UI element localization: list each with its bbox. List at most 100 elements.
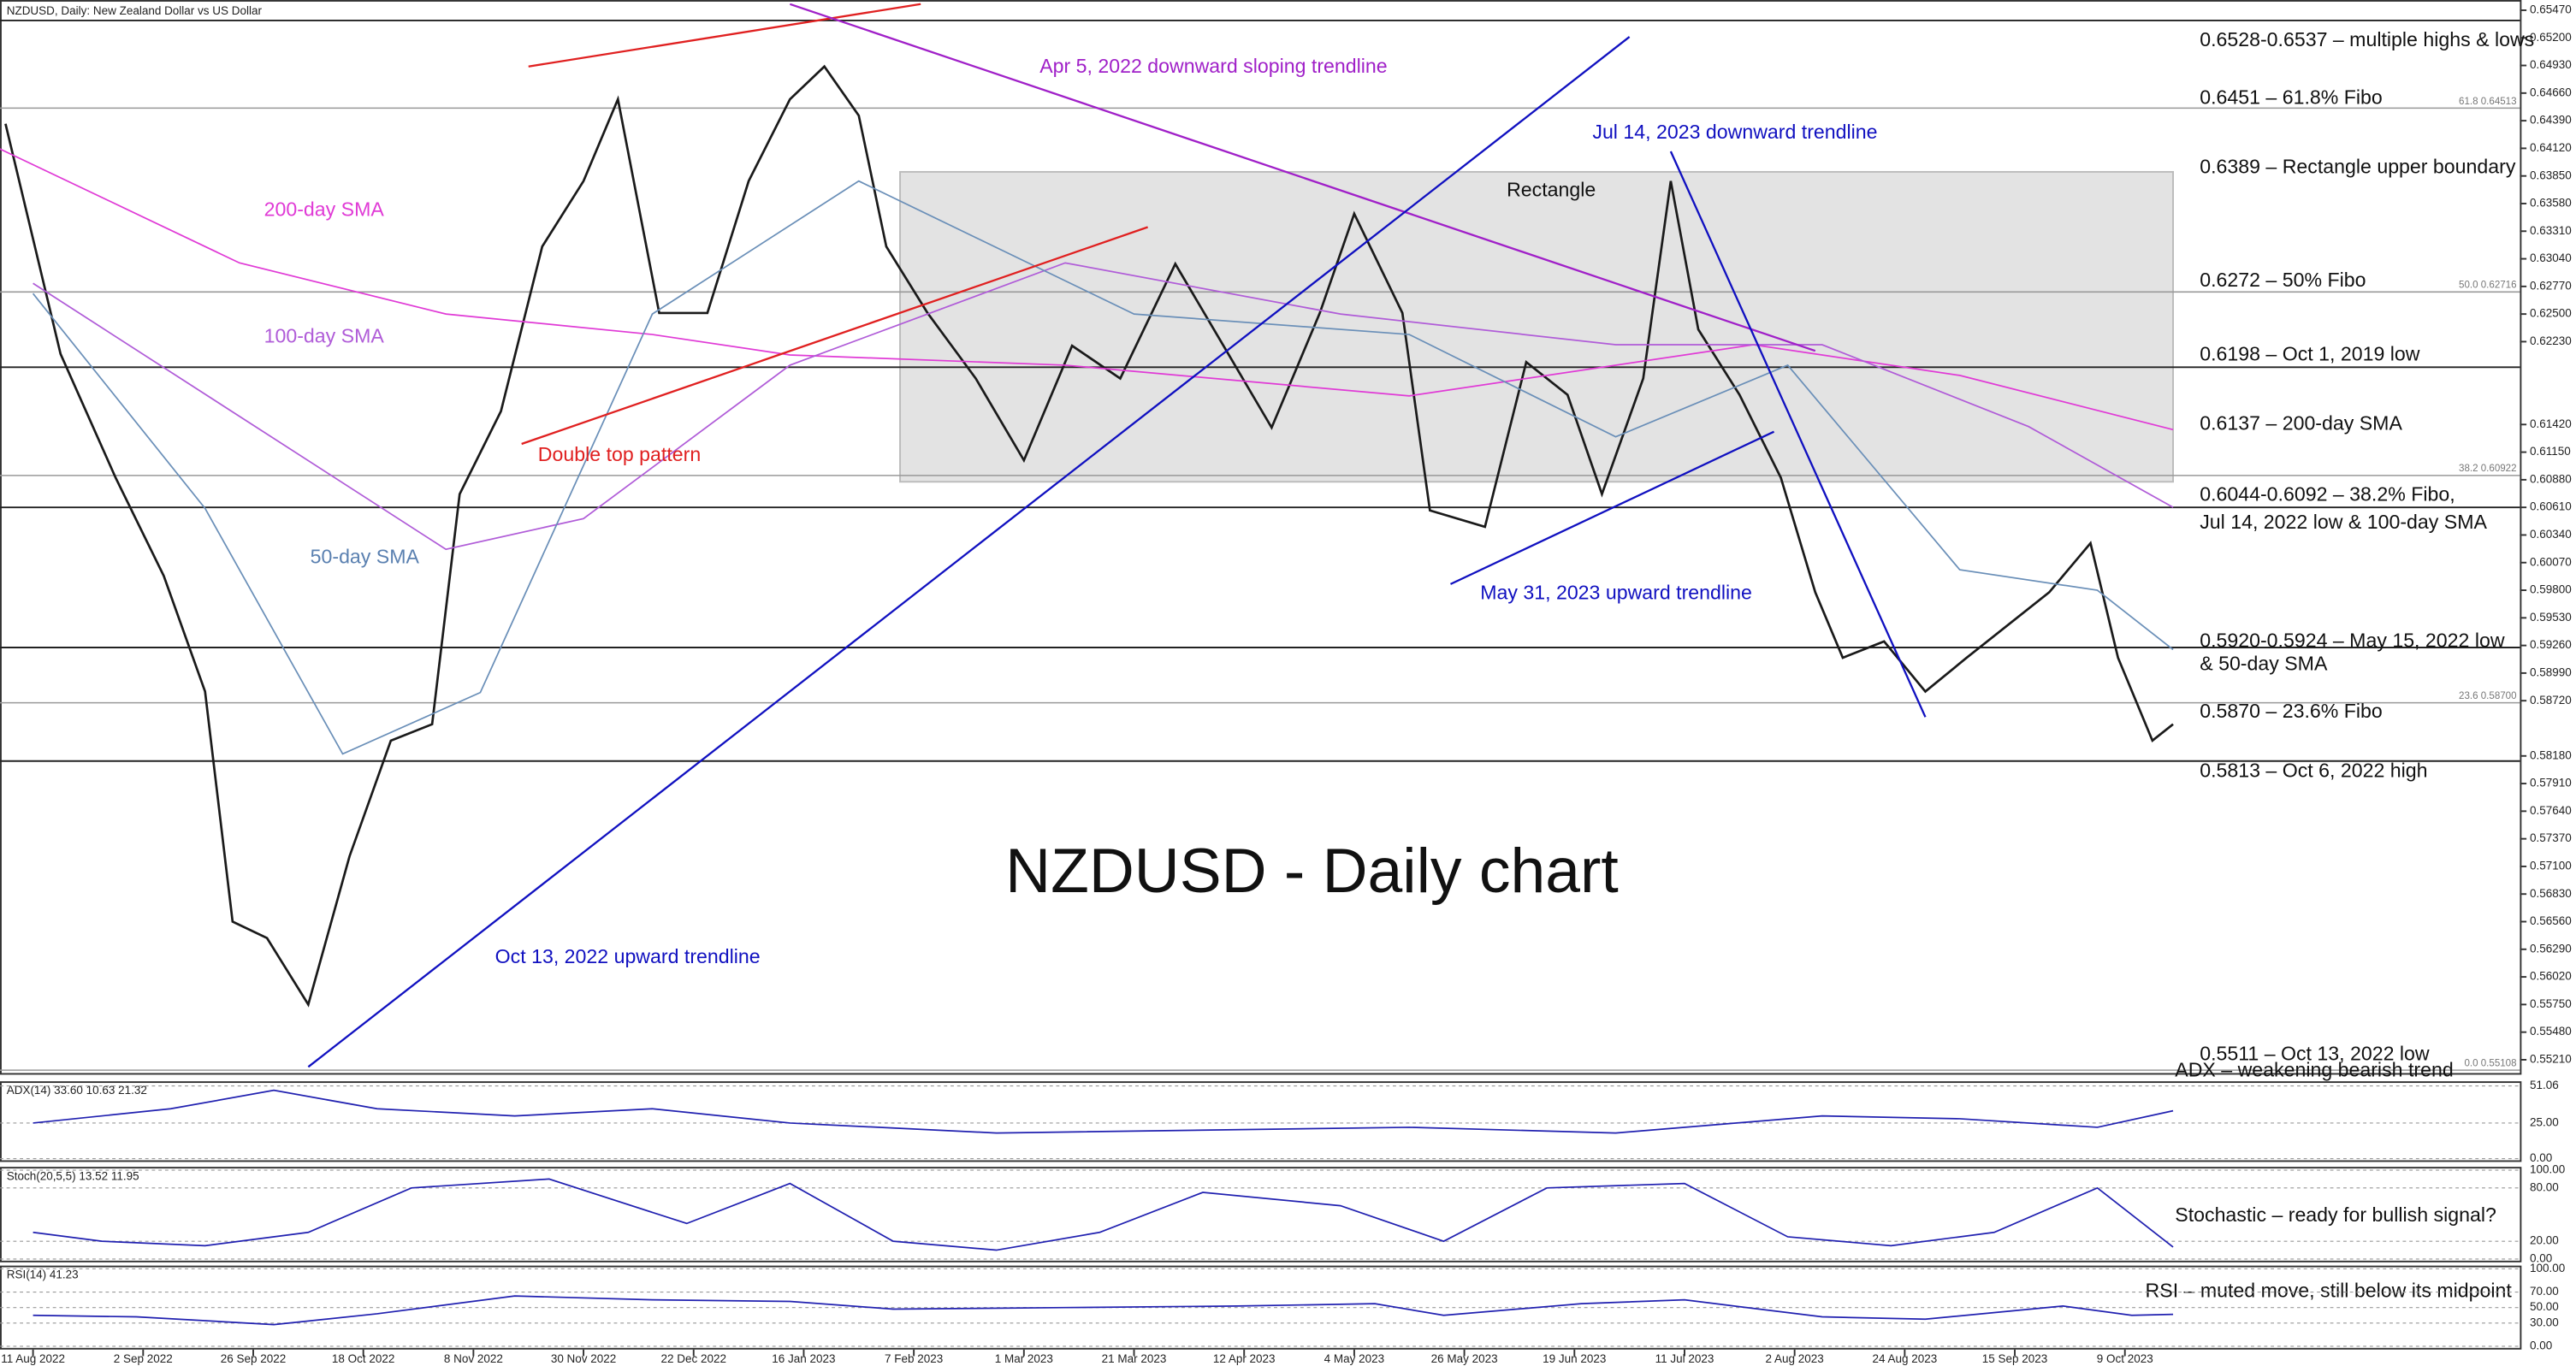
y-tick-label: 0.62770: [2530, 279, 2572, 292]
trendline: [1450, 430, 1775, 585]
level-note: 0.6389 – Rectangle upper boundary: [2200, 155, 2516, 177]
y-tick-label: 0.60610: [2530, 500, 2572, 513]
indicator-tick-label: 0.00: [2530, 1339, 2552, 1351]
annotation: 100-day SMA: [264, 325, 385, 347]
indicator-line: [33, 1089, 2174, 1134]
y-tick-label: 0.57910: [2530, 777, 2572, 789]
sma-line: [0, 148, 2174, 431]
stoch-frame: [0, 1167, 2522, 1263]
level-note: 0.6451 – 61.8% Fibo: [2200, 86, 2383, 109]
trendline: [307, 36, 1631, 1068]
y-tick-label: 0.62500: [2530, 307, 2572, 320]
y-tick-label: 0.56290: [2530, 942, 2572, 955]
level-note: 0.6137 – 200-day SMA: [2200, 412, 2402, 435]
annotation: Jul 14, 2023 downward trendline: [1592, 121, 1877, 143]
y-tick-label: 0.55750: [2530, 997, 2572, 1010]
x-tick-label: 2 Aug 2023: [1766, 1352, 1824, 1365]
indicator-tick-label: 0.00: [2530, 1252, 2552, 1265]
y-tick-label: 0.63040: [2530, 251, 2572, 264]
y-tick-label: 0.64390: [2530, 114, 2572, 127]
y-tick-label: 0.64120: [2530, 141, 2572, 154]
fib-label: 50.0 0.62716: [2459, 281, 2517, 291]
indicator-line: [33, 1178, 2174, 1251]
sma-line: [33, 262, 2174, 551]
y-tick-label: 0.58180: [2530, 748, 2572, 761]
fib-label: 61.8 0.64513: [2459, 97, 2517, 107]
x-tick-label: 9 Oct 2023: [2097, 1352, 2153, 1365]
indicator-tick-label: 0.00: [2530, 1151, 2552, 1164]
indicator-title: Stoch(20,5,5) 13.52 11.95: [7, 1169, 139, 1182]
rectangle-label: Rectangle: [1507, 178, 1596, 200]
chart-title: NZDUSD - Daily chart: [1005, 836, 1619, 906]
fib-label: 23.6 0.58700: [2459, 691, 2517, 701]
x-tick-label: 8 Nov 2022: [444, 1352, 503, 1365]
y-tick-label: 0.59800: [2530, 583, 2572, 596]
price-frame: [0, 0, 2522, 1075]
y-tick-label: 0.64930: [2530, 58, 2572, 71]
y-tick-label: 0.63310: [2530, 224, 2572, 237]
y-tick-label: 0.57370: [2530, 831, 2572, 844]
y-tick-label: 0.61150: [2530, 445, 2571, 458]
level-note: 0.5813 – Oct 6, 2022 high: [2200, 760, 2427, 782]
x-tick-label: 21 Mar 2023: [1102, 1352, 1167, 1365]
y-tick-label: 0.63580: [2530, 197, 2572, 210]
annotation: Oct 13, 2022 upward trendline: [495, 945, 761, 967]
fib-label: 38.2 0.60922: [2459, 464, 2517, 474]
indicator-tick-label: 20.00: [2530, 1234, 2559, 1247]
x-tick-label: 4 May 2023: [1324, 1352, 1384, 1365]
level-note: 0.5920-0.5924 – May 15, 2022 low: [2200, 630, 2505, 652]
rectangle-zone: [899, 170, 2175, 483]
y-tick-label: 0.65470: [2530, 3, 2572, 16]
x-tick-label: 7 Feb 2023: [885, 1352, 943, 1365]
y-tick-label: 0.58720: [2530, 694, 2572, 707]
x-tick-label: 11 Aug 2022: [1, 1352, 65, 1365]
level-note: 0.5870 – 23.6% Fibo: [2200, 700, 2383, 722]
y-tick-label: 0.60340: [2530, 528, 2572, 541]
x-tick-label: 19 Jun 2023: [1543, 1352, 1606, 1365]
x-tick-label: 26 May 2023: [1431, 1352, 1498, 1365]
x-tick-label: 2 Sep 2022: [114, 1352, 173, 1365]
y-tick-label: 0.55480: [2530, 1025, 2572, 1038]
y-tick-label: 0.57100: [2530, 860, 2572, 872]
chart-subtitle: NZDUSD, Daily: New Zealand Dollar vs US …: [7, 4, 263, 17]
trendline: [521, 226, 1148, 446]
level-note: 0.5511 – Oct 13, 2022 low: [2200, 1042, 2430, 1064]
price-line: [4, 64, 2174, 1008]
x-tick-label: 30 Nov 2022: [551, 1352, 616, 1365]
y-tick-label: 0.59530: [2530, 611, 2572, 624]
y-tick-label: 0.55210: [2530, 1053, 2572, 1066]
annotation: Apr 5, 2022 downward sloping trendline: [1039, 55, 1387, 77]
x-tick-label: 11 Jul 2023: [1655, 1352, 1714, 1365]
x-tick-label: 18 Oct 2022: [332, 1352, 394, 1365]
level-note: 0.6198 – Oct 1, 2019 low: [2200, 343, 2420, 365]
y-tick-label: 0.60880: [2530, 472, 2572, 485]
level-note: 0.6272 – 50% Fibo: [2200, 269, 2366, 291]
annotation: 50-day SMA: [311, 545, 420, 567]
indicator-tick-label: 51.06: [2530, 1079, 2559, 1091]
level-note: & 50-day SMA: [2200, 652, 2328, 674]
x-tick-label: 26 Sep 2022: [221, 1352, 287, 1365]
level-note: 0.6044-0.6092 – 38.2% Fibo,: [2200, 482, 2455, 505]
fib-label: 0.0 0.55108: [2464, 1059, 2516, 1069]
y-tick-label: 0.61420: [2530, 417, 2572, 430]
annotation: Double top pattern: [538, 443, 701, 465]
x-tick-label: 22 Dec 2022: [661, 1352, 726, 1365]
x-tick-label: 12 Apr 2023: [1213, 1352, 1276, 1365]
sma-line: [32, 180, 2174, 755]
y-tick-label: 0.56020: [2530, 970, 2572, 983]
indicator-title: RSI(14) 41.23: [7, 1268, 79, 1281]
x-tick-label: 15 Sep 2023: [1982, 1352, 2048, 1365]
indicator-tick-label: 50.00: [2530, 1300, 2559, 1313]
y-tick-label: 0.59260: [2530, 638, 2572, 651]
indicator-note: ADX – weakening bearish trend: [2175, 1059, 2453, 1081]
indicator-tick-label: 80.00: [2530, 1180, 2559, 1193]
indicator-title: ADX(14) 33.60 10.63 21.32: [7, 1084, 147, 1097]
x-tick-label: 24 Aug 2023: [1872, 1352, 1937, 1365]
indicator-line: [33, 1295, 2174, 1326]
indicator-note: Stochastic – ready for bullish signal?: [2175, 1203, 2496, 1226]
y-tick-label: 0.62230: [2530, 334, 2572, 347]
y-tick-label: 0.57640: [2530, 804, 2572, 817]
annotation: 200-day SMA: [264, 198, 385, 220]
y-tick-label: 0.65200: [2530, 31, 2572, 44]
